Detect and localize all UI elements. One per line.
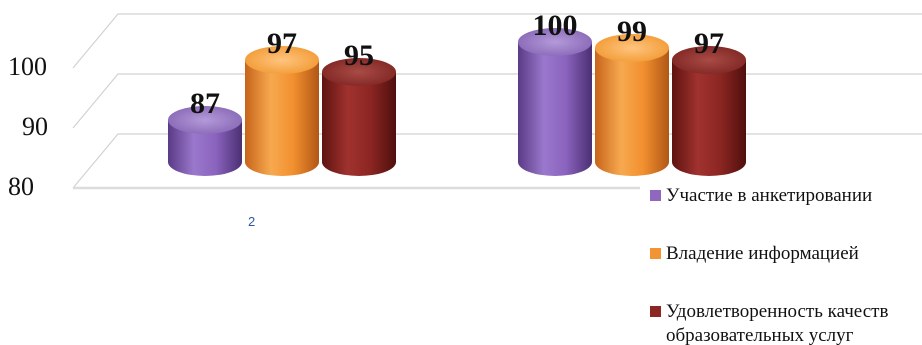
bar-top [595,34,669,62]
bar-purple-2 [518,28,592,176]
bar-top [518,28,592,56]
bar-orange-1 [245,46,319,176]
gridline-top [72,13,922,69]
legend-swatch [650,306,661,317]
y-axis: 100 90 80 [8,52,48,201]
data-label: 95 [344,39,374,72]
y-tick-label: 90 [22,112,48,141]
legend-swatch [650,248,661,259]
bar-body [168,120,242,176]
bar-body [595,48,669,176]
bar-body [672,60,746,176]
data-label: 99 [617,15,647,48]
legend-item: Удовлетворенность качеств образовательны… [650,301,888,345]
bar-top [245,46,319,74]
y-tick-label: 80 [8,172,34,201]
legend-label: Удовлетворенность качеств [666,301,888,322]
x-tick-label: 2 [248,214,255,229]
legend: Участие в анкетировании Владение информа… [650,185,888,345]
data-labels: 87 100 97 99 95 97 [190,9,724,120]
bar-body [245,60,319,176]
data-label: 97 [694,27,724,60]
bar-red-1 [322,58,396,176]
bar-orange-2 [595,34,669,176]
bar-purple-1 [168,106,242,176]
data-label: 100 [533,9,578,42]
legend-label: Владение информацией [666,243,859,264]
data-label: 87 [190,87,220,120]
bars [168,28,746,176]
bar-body [518,42,592,176]
legend-swatch [650,190,661,201]
legend-item: Владение информацией [650,243,859,264]
bar-top [672,46,746,74]
bar-body [322,72,396,176]
bar-top [168,106,242,134]
legend-label-continued: образовательных услуг [666,325,854,345]
data-label: 97 [267,27,297,60]
bar-red-2 [672,46,746,176]
legend-item: Участие в анкетировании [650,185,872,206]
legend-label: Участие в анкетировании [666,185,872,206]
y-tick-label: 100 [8,52,47,81]
bar-top [322,58,396,86]
